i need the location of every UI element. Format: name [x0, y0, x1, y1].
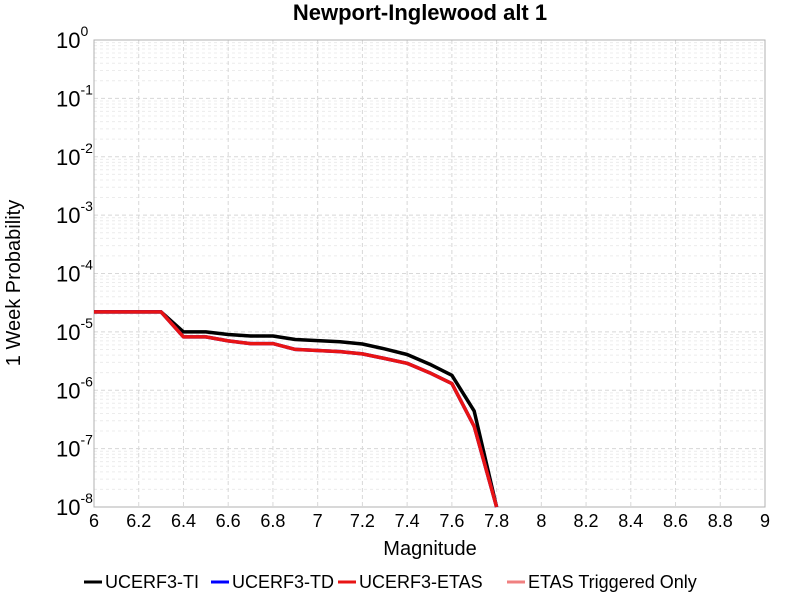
- x-tick-label: 6.6: [216, 511, 241, 531]
- y-tick-label: 10-3: [56, 198, 93, 228]
- plot-frame: [93, 39, 766, 508]
- x-tick-label: 7.8: [484, 511, 509, 531]
- legend-label-ucerf3-ti: UCERF3-TI: [105, 572, 199, 592]
- x-tick-label: 6: [89, 511, 99, 531]
- y-tick-label: 10-6: [56, 373, 93, 403]
- x-tick-label: 8.2: [574, 511, 599, 531]
- x-tick-label: 8.8: [708, 511, 733, 531]
- x-axis-label: Magnitude: [383, 538, 476, 560]
- y-tick-label: 100: [56, 23, 88, 53]
- legend-label-etas-triggered-only: ETAS Triggered Only: [528, 572, 697, 592]
- x-tick-label: 6.8: [260, 511, 285, 531]
- y-tick-label: 10-7: [56, 432, 93, 462]
- x-tick-label: 8.6: [663, 511, 688, 531]
- x-tick-label: 8.4: [618, 511, 643, 531]
- grid: [93, 39, 766, 508]
- x-tick-label: 7.4: [395, 511, 420, 531]
- series-layer: [94, 310, 499, 508]
- x-tick-label: 6.2: [126, 511, 151, 531]
- x-tick-label: 7.2: [350, 511, 375, 531]
- legend: UCERF3-TI UCERF3-TD UCERF3-ETAS ETAS Trigge…: [84, 572, 697, 592]
- x-tick-label: 7: [313, 511, 323, 531]
- chart-title: Newport-Inglewood alt 1: [293, 0, 547, 25]
- x-tick-label: 6.4: [171, 511, 196, 531]
- x-tick-label: 9: [760, 511, 770, 531]
- series-line-ucerf3-etas: [94, 310, 499, 508]
- x-tick-labels: 6 6.2 6.4 6.6 6.8 7 7.2 7.4 7.6 7.8 8 8.2 8.4 8.6 8.8 9: [89, 511, 770, 531]
- x-tick-label: 8: [536, 511, 546, 531]
- y-tick-label: 10-4: [56, 257, 93, 287]
- y-tick-label: 10-5: [56, 315, 93, 345]
- y-tick-label: 10-8: [56, 490, 93, 520]
- y-tick-labels: 100 10-1 10-2 10-3 10-4 10-5 10-6 10-7 10-8: [56, 23, 93, 520]
- y-axis-label: 1 Week Probability: [3, 200, 25, 366]
- legend-label-ucerf3-td: UCERF3-TD: [232, 572, 334, 592]
- y-tick-label: 10-1: [56, 81, 93, 111]
- legend-label-ucerf3-etas: UCERF3-ETAS: [359, 572, 483, 592]
- y-tick-label: 10-2: [56, 140, 93, 170]
- x-tick-label: 7.6: [439, 511, 464, 531]
